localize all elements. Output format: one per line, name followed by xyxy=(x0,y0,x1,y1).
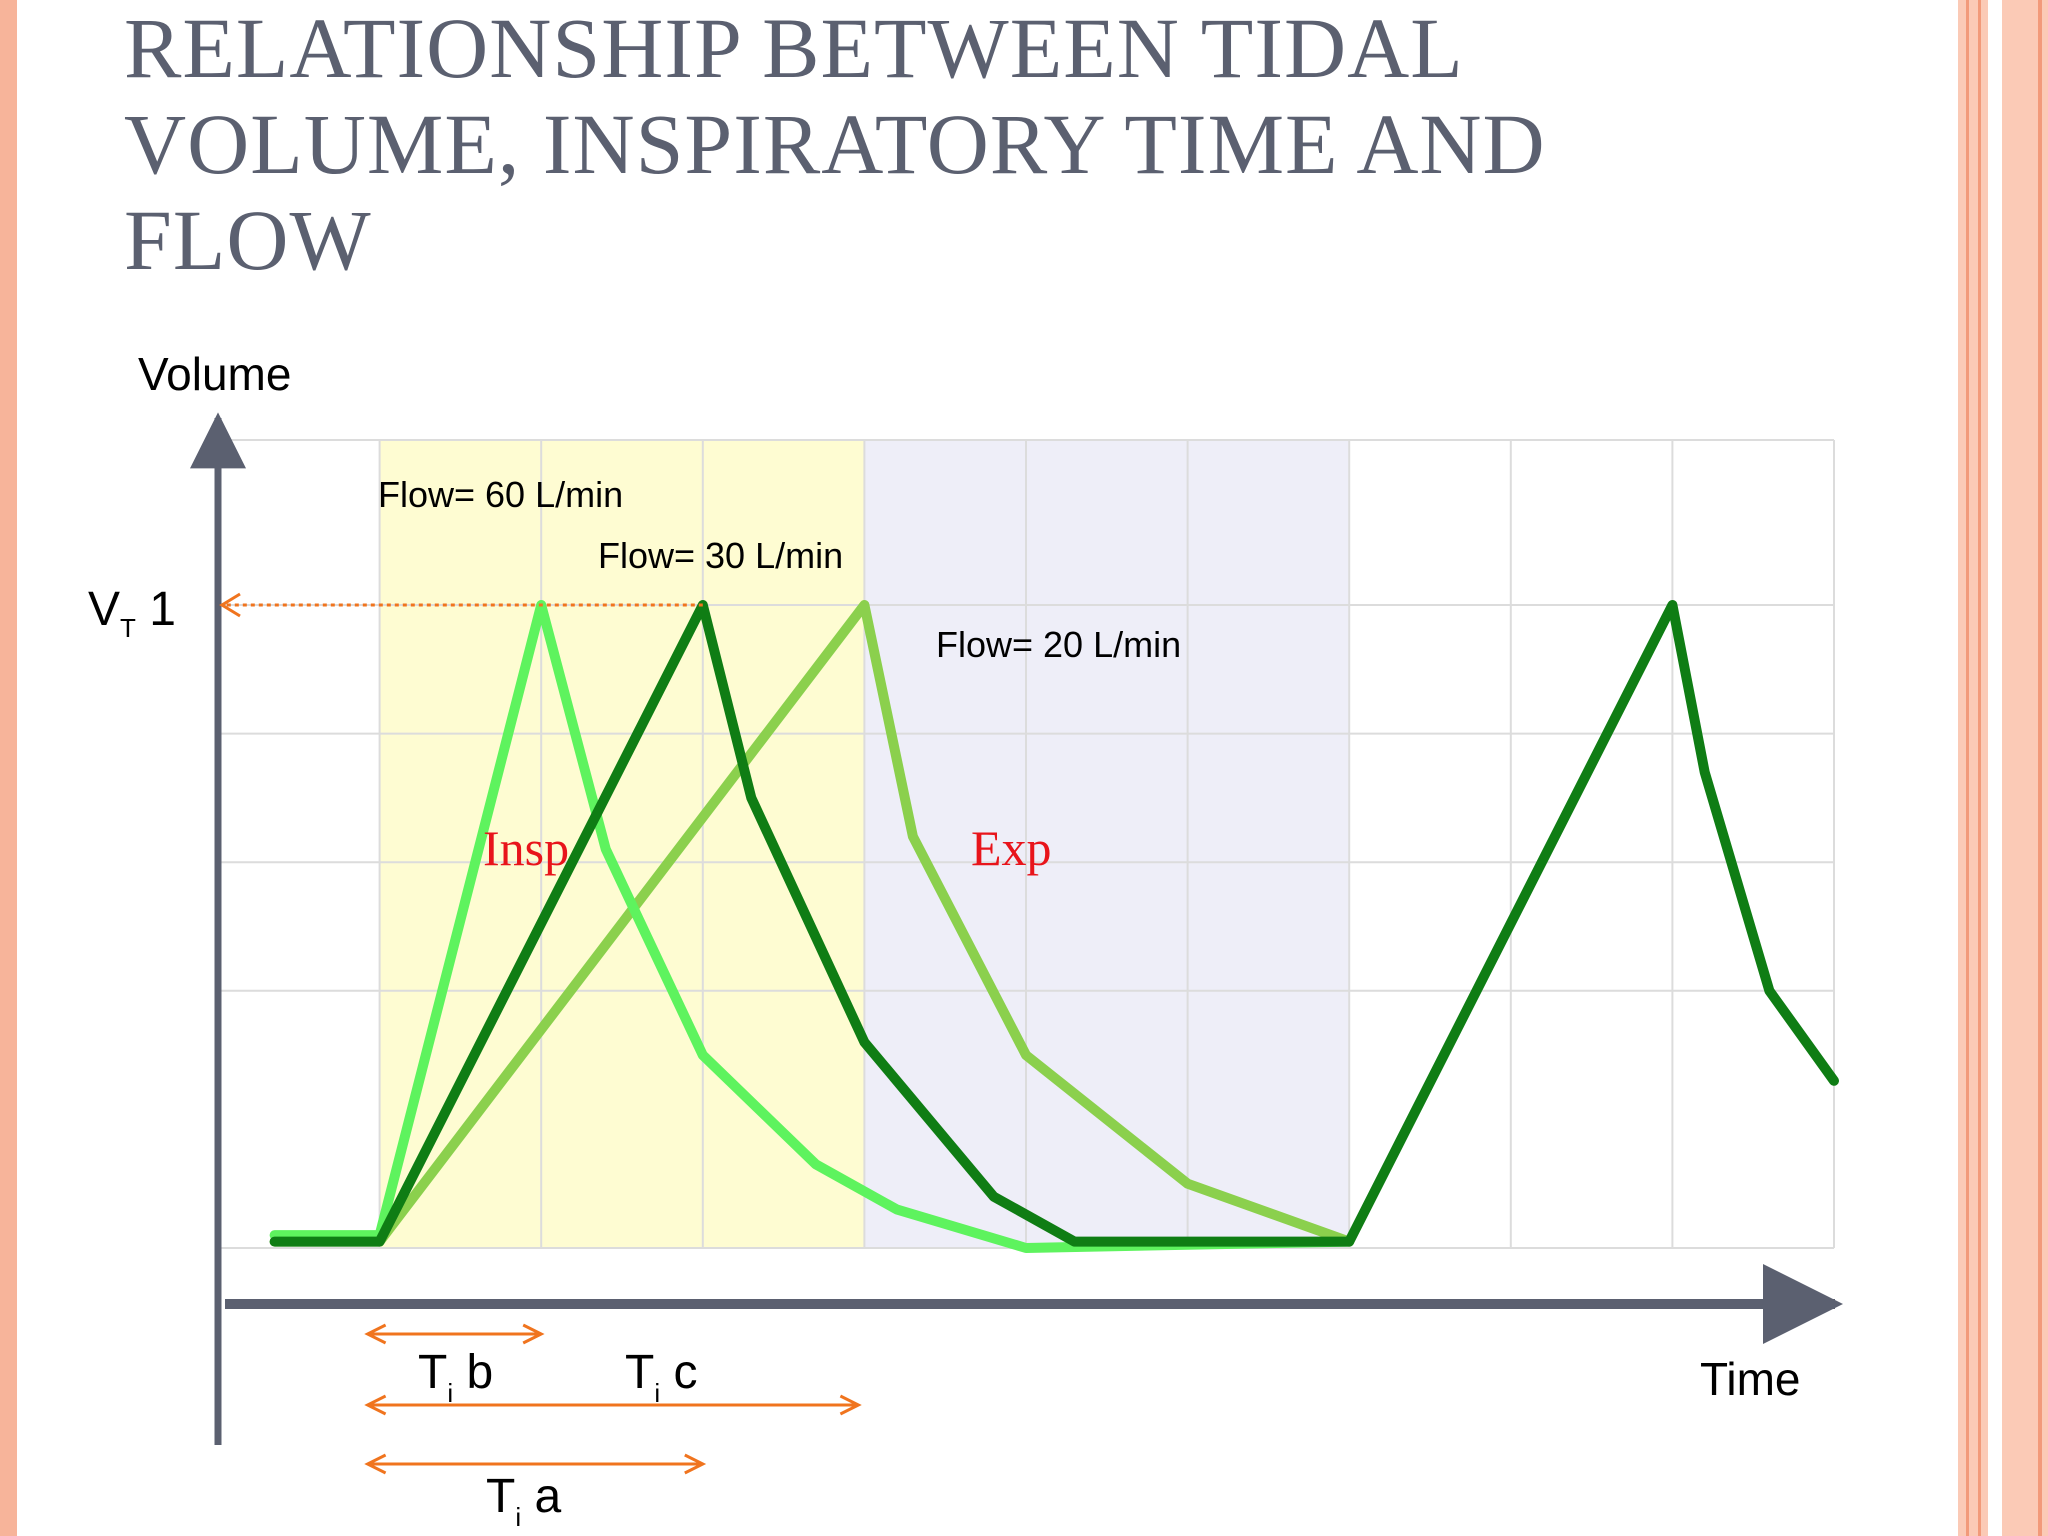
series-label: Flow= 20 L/min xyxy=(936,624,1181,665)
arrowhead-right xyxy=(522,1323,545,1345)
arrowhead-left xyxy=(364,1453,387,1475)
region-label: Exp xyxy=(971,820,1052,876)
x-axis-label: Time xyxy=(1700,1353,1801,1405)
arrowhead-left xyxy=(364,1394,387,1416)
arrowhead-right xyxy=(839,1394,862,1416)
border-stripe xyxy=(1978,0,1981,1536)
y-axis-label: Volume xyxy=(138,348,291,400)
slide-right-border xyxy=(1958,0,2048,1536)
border-stripe xyxy=(1966,0,1969,1536)
arrowhead-right xyxy=(684,1453,707,1475)
y-tick-label: VT 1 xyxy=(88,583,176,643)
time-span-label: Ti c xyxy=(625,1346,697,1408)
arrowhead-left xyxy=(364,1323,387,1345)
border-stripe xyxy=(2038,0,2042,1536)
slide-title: RELATIONSHIP BETWEEN TIDAL VOLUME, INSPI… xyxy=(124,0,1546,288)
region-label: Insp xyxy=(483,820,569,876)
vt-marker-arrowhead xyxy=(219,592,241,618)
series-line xyxy=(269,600,1839,1247)
series-label: Flow= 30 L/min xyxy=(598,535,843,576)
series-line xyxy=(269,600,1355,1253)
time-span-label: Ti a xyxy=(486,1470,561,1532)
series-label: Flow= 60 L/min xyxy=(378,474,623,515)
slide-left-border xyxy=(0,0,17,1536)
time-span-label: Ti b xyxy=(418,1346,493,1408)
shaded-region xyxy=(379,440,865,1248)
